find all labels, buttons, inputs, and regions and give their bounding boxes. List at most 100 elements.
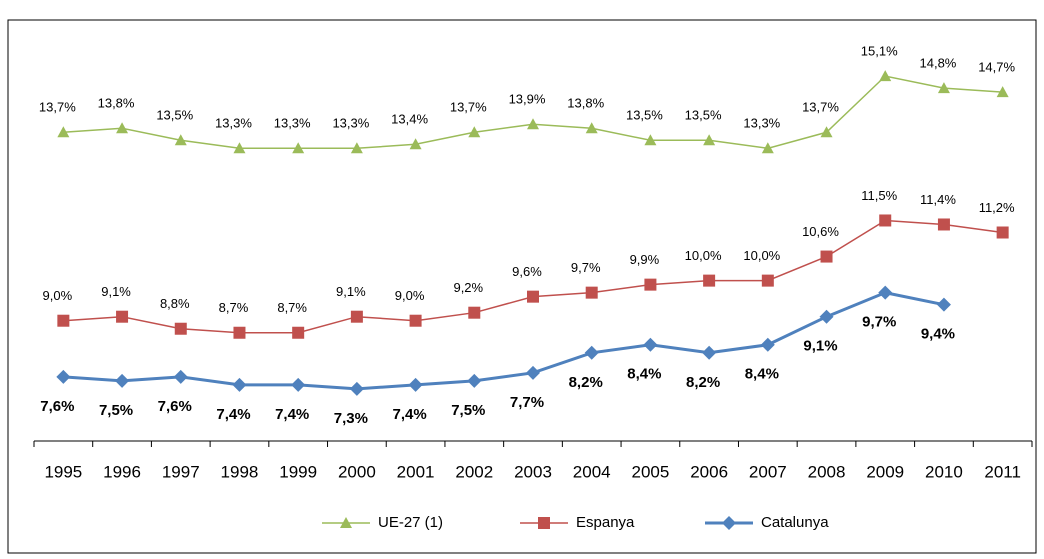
data-label: 8,4% — [745, 366, 779, 383]
data-point — [233, 326, 246, 339]
data-point — [702, 345, 717, 360]
data-label: 7,3% — [334, 410, 368, 427]
data-point — [527, 118, 539, 130]
data-label: 8,8% — [160, 296, 190, 311]
legend-label: Catalunya — [761, 514, 829, 531]
data-label: 9,0% — [43, 288, 73, 303]
data-label: 13,9% — [509, 92, 546, 107]
data-label: 10,0% — [685, 248, 722, 263]
data-point — [879, 214, 892, 227]
data-label: 7,5% — [99, 402, 133, 419]
data-label: 9,2% — [453, 280, 483, 295]
data-point — [408, 377, 423, 392]
x-tick-label: 2003 — [514, 462, 552, 481]
x-tick-label: 2002 — [455, 462, 493, 481]
data-point — [174, 322, 187, 335]
data-point — [56, 369, 71, 384]
legend-marker — [340, 517, 352, 528]
data-point — [585, 122, 598, 134]
data-label: 13,3% — [215, 116, 252, 131]
legend-marker — [722, 516, 736, 530]
data-point — [467, 373, 482, 388]
data-point — [643, 337, 658, 352]
data-point — [703, 134, 716, 146]
legend-marker — [538, 517, 550, 529]
legend-label: Espanya — [576, 514, 635, 531]
data-label: 7,7% — [510, 394, 544, 411]
data-point — [644, 278, 657, 291]
data-label: 14,7% — [978, 60, 1015, 75]
x-tick-label: 1995 — [44, 462, 82, 481]
data-point — [350, 310, 363, 323]
data-point — [936, 297, 951, 312]
data-label: 8,7% — [219, 300, 249, 315]
x-tick-label: 2006 — [690, 462, 728, 481]
data-label: 9,9% — [630, 252, 660, 267]
data-point — [820, 250, 833, 263]
x-tick-label: 2008 — [808, 462, 846, 481]
data-point — [292, 326, 305, 339]
data-label: 7,4% — [275, 406, 309, 423]
data-label: 13,8% — [567, 96, 604, 111]
data-point — [996, 86, 1009, 98]
data-label: 8,7% — [277, 300, 307, 315]
data-label: 9,7% — [862, 314, 896, 331]
data-point — [761, 142, 774, 154]
data-label: 13,3% — [743, 116, 780, 131]
data-label: 8,4% — [627, 366, 661, 383]
x-tick-label: 1997 — [162, 462, 200, 481]
data-point — [174, 134, 187, 146]
data-label: 7,6% — [40, 398, 74, 415]
x-tick-label: 2010 — [925, 462, 963, 481]
data-label: 7,6% — [158, 398, 192, 415]
data-label: 9,1% — [336, 284, 366, 299]
data-point — [584, 345, 599, 360]
x-tick-label: 2001 — [397, 462, 435, 481]
data-label: 9,0% — [395, 288, 425, 303]
legend-label: UE-27 (1) — [378, 514, 443, 531]
x-tick-label: 1999 — [279, 462, 317, 481]
chart-frame — [7, 19, 1037, 554]
x-tick-label: 2004 — [573, 462, 611, 481]
series-line — [63, 291, 945, 391]
data-label: 11,2% — [979, 200, 1015, 215]
data-point — [468, 126, 481, 138]
data-label: 7,5% — [451, 402, 485, 419]
data-point — [526, 365, 540, 380]
x-tick-label: 2011 — [984, 462, 1021, 481]
data-label: 11,4% — [920, 192, 956, 207]
data-point — [173, 369, 188, 384]
data-label: 7,4% — [392, 406, 426, 423]
data-point — [879, 70, 892, 82]
data-point — [760, 337, 775, 352]
data-point — [527, 290, 539, 303]
data-point — [232, 377, 247, 392]
data-label: 13,4% — [391, 112, 428, 127]
data-label: 8,2% — [686, 374, 720, 391]
data-label: 13,5% — [156, 108, 193, 123]
data-label: 9,1% — [803, 338, 837, 355]
data-label: 9,7% — [571, 260, 601, 275]
data-label: 10,6% — [802, 224, 839, 239]
x-tick-label: 1998 — [221, 462, 259, 481]
data-label: 13,7% — [39, 100, 76, 115]
data-point — [996, 226, 1009, 239]
data-point — [585, 286, 598, 299]
data-label: 13,3% — [274, 116, 311, 131]
data-label: 14,8% — [920, 56, 957, 71]
data-point — [878, 285, 893, 300]
data-label: 13,5% — [685, 108, 722, 123]
data-point — [937, 82, 950, 94]
data-point — [820, 126, 833, 138]
data-point — [116, 310, 129, 323]
data-label: 7,4% — [216, 406, 250, 423]
data-label: 11,5% — [861, 188, 897, 203]
data-label: 15,1% — [861, 44, 898, 59]
data-point — [937, 218, 950, 231]
data-point — [350, 142, 363, 154]
data-point — [819, 309, 834, 324]
data-label: 9,4% — [921, 326, 955, 343]
data-point — [703, 274, 716, 287]
data-point — [761, 274, 774, 287]
data-point — [233, 142, 246, 154]
